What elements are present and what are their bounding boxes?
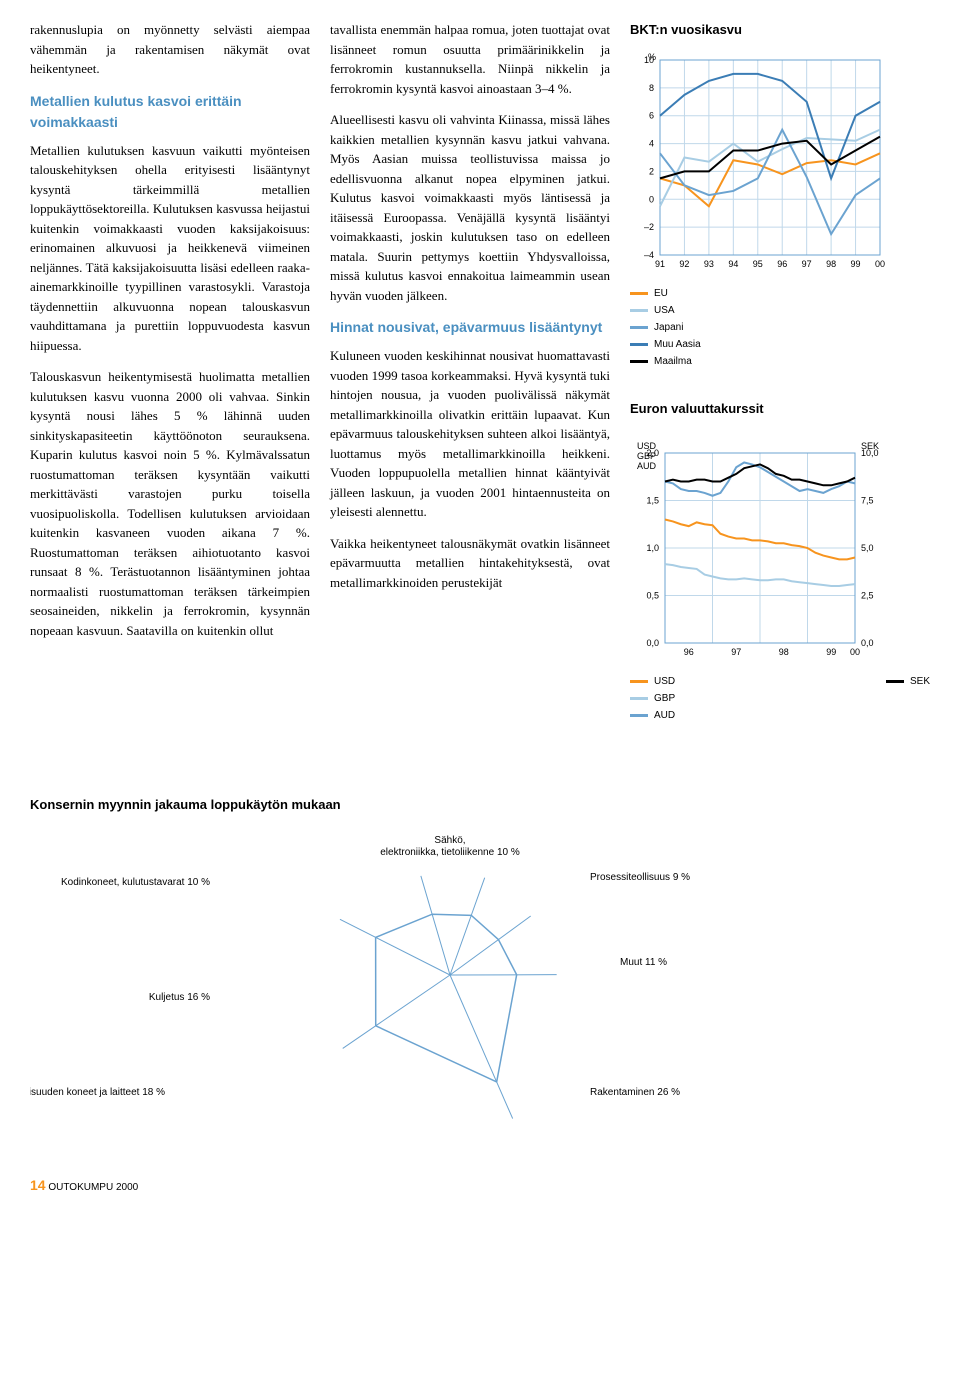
chart-sidebar: BKT:n vuosikasvu %–4–2024681091929394959… <box>630 20 930 755</box>
chart-title: Konsernin myynnin jakauma loppukäytön mu… <box>30 795 930 815</box>
text-column-2: tavallista enemmän halpaa romua, joten t… <box>330 20 610 755</box>
text-column-1: rakennuslupia on myönnetty selvästi aiem… <box>30 20 310 755</box>
paragraph: Metallien kulutuksen kasvuun vaikutti my… <box>30 141 310 356</box>
svg-text:5,0: 5,0 <box>861 543 874 553</box>
svg-text:93: 93 <box>704 259 714 269</box>
paragraph: Vaikka heikentyneet talousnäkymät ovatki… <box>330 534 610 593</box>
svg-text:95: 95 <box>753 259 763 269</box>
section-heading: Hinnat nousivat, epävarmuus lisääntynyt <box>330 317 610 338</box>
svg-text:Prosessiteollisuus 9 %: Prosessiteollisuus 9 % <box>590 872 690 883</box>
legend-item: Japani <box>630 320 930 335</box>
svg-text:92: 92 <box>679 259 689 269</box>
gdp-growth-chart: BKT:n vuosikasvu %–4–2024681091929394959… <box>630 20 930 369</box>
legend-item: SEK <box>886 674 930 689</box>
svg-text:Teollisuuden koneet ja laittee: Teollisuuden koneet ja laitteet 18 % <box>30 1087 165 1098</box>
doc-title: OUTOKUMPU 2000 <box>48 1182 138 1193</box>
svg-text:Kuljetus 16 %: Kuljetus 16 % <box>149 992 210 1003</box>
svg-text:98: 98 <box>779 647 789 657</box>
svg-text:–2: –2 <box>644 222 654 232</box>
paragraph: Talouskasvun heikentymisestä huolimatta … <box>30 367 310 640</box>
svg-text:94: 94 <box>728 259 738 269</box>
svg-text:8: 8 <box>649 82 654 92</box>
chart-title: Euron valuuttakurssit <box>630 399 930 419</box>
svg-text:Kodinkoneet, kulutustavarat 10: Kodinkoneet, kulutustavarat 10 % <box>61 877 210 888</box>
svg-text:96: 96 <box>777 259 787 269</box>
svg-text:91: 91 <box>655 259 665 269</box>
section-heading: Metallien kulutus kasvoi erittäin voimak… <box>30 91 310 133</box>
polar-chart-svg: Kodinkoneet, kulutustavarat 10 % Sähkö,el… <box>30 825 930 1125</box>
chart-legend: EU USA Japani Muu Aasia Maailma <box>630 286 930 369</box>
paragraph: Alueellisesti kasvu oli vahvinta Kiinass… <box>330 110 610 305</box>
svg-text:1,5: 1,5 <box>646 496 659 506</box>
currency-chart: Euron valuuttakurssit USD GBP AUD SEK 0,0 0,5… <box>630 399 930 726</box>
svg-text:0: 0 <box>649 194 654 204</box>
legend-item: EU <box>630 286 930 301</box>
svg-text:1,0: 1,0 <box>646 543 659 553</box>
svg-text:10,0: 10,0 <box>861 448 879 458</box>
legend-item: GBP <box>630 691 675 706</box>
svg-text:6: 6 <box>649 110 654 120</box>
svg-text:0,5: 0,5 <box>646 591 659 601</box>
svg-text:Muut 11 %: Muut 11 % <box>620 957 667 968</box>
sales-distribution-chart: Konsernin myynnin jakauma loppukäytön mu… <box>30 795 930 1125</box>
legend-item: USA <box>630 303 930 318</box>
svg-text:Rakentaminen 26 %: Rakentaminen 26 % <box>590 1087 680 1098</box>
page-number: 14 <box>30 1177 46 1193</box>
svg-text:2,5: 2,5 <box>861 591 874 601</box>
legend-item: Maailma <box>630 354 930 369</box>
paragraph: rakennuslupia on myönnetty selvästi aiem… <box>30 20 310 79</box>
chart-legend: USD GBP AUD SEK <box>630 674 930 725</box>
svg-text:00: 00 <box>850 647 860 657</box>
svg-text:0,0: 0,0 <box>646 638 659 648</box>
svg-text:7,5: 7,5 <box>861 496 874 506</box>
svg-text:99: 99 <box>826 647 836 657</box>
svg-text:96: 96 <box>684 647 694 657</box>
line-chart-svg: USDGBPAUDSEK0,00,51,01,52,00,02,55,07,51… <box>630 428 890 668</box>
svg-text:2: 2 <box>649 166 654 176</box>
legend-item: Muu Aasia <box>630 337 930 352</box>
svg-text:97: 97 <box>802 259 812 269</box>
chart-title: BKT:n vuosikasvu <box>630 20 930 40</box>
svg-text:97: 97 <box>731 647 741 657</box>
svg-text:–4: –4 <box>644 250 654 260</box>
svg-text:4: 4 <box>649 138 654 148</box>
line-chart-svg: %–4–2024681091929394959697989900 <box>630 50 890 280</box>
legend-item: USD <box>630 674 675 689</box>
svg-text:10: 10 <box>644 55 654 65</box>
svg-text:Sähkö,elektroniikka, tietoliik: Sähkö,elektroniikka, tietoliikenne 10 % <box>380 835 520 858</box>
svg-text:0,0: 0,0 <box>861 638 874 648</box>
paragraph: Kuluneen vuoden keskihinnat nousivat huo… <box>330 346 610 522</box>
page-footer: 14 OUTOKUMPU 2000 <box>30 1175 930 1196</box>
svg-text:98: 98 <box>826 259 836 269</box>
svg-text:99: 99 <box>851 259 861 269</box>
paragraph: tavallista enemmän halpaa romua, joten t… <box>330 20 610 98</box>
svg-text:2,0: 2,0 <box>646 448 659 458</box>
legend-item: AUD <box>630 708 675 723</box>
svg-text:00: 00 <box>875 259 885 269</box>
